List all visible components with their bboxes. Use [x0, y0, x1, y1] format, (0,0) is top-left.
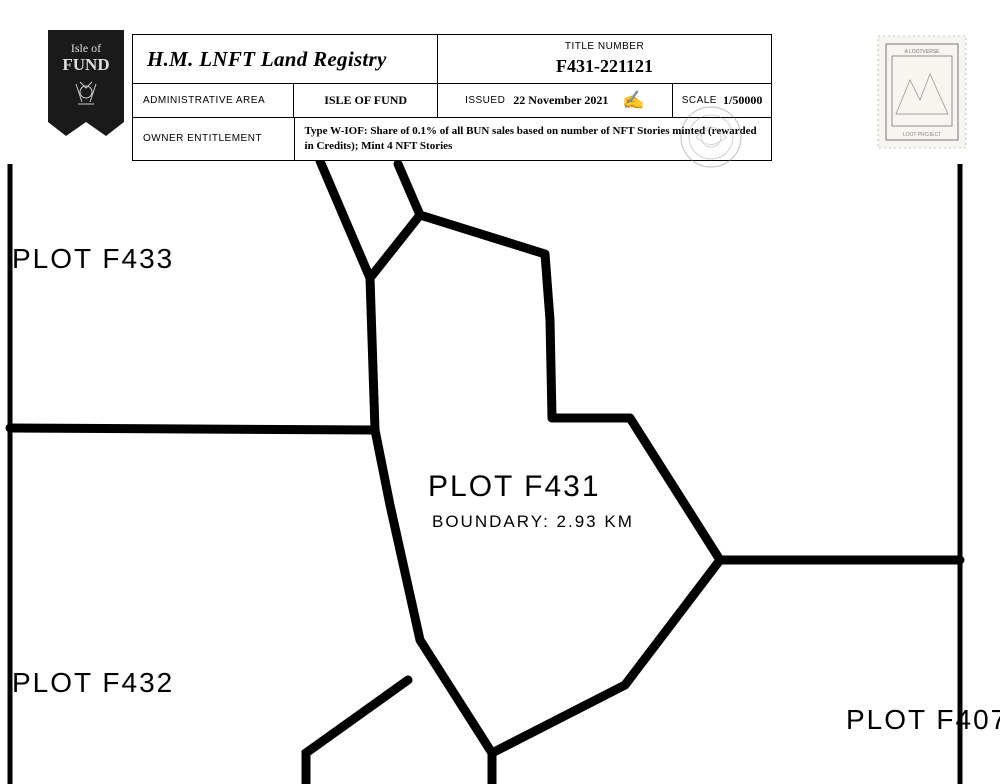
title-card: H.M. LNFT Land Registry TITLE NUMBER F43…: [132, 34, 772, 161]
neighbor-plot-label: PLOT F433: [12, 243, 174, 275]
neighbor-plot-label: PLOT F407: [846, 704, 1000, 736]
postage-stamp-icon: A LOOTVERSE LOOT PROJECT: [876, 34, 968, 150]
isle-of-fund-logo: Isle of FUND: [48, 30, 124, 148]
main-plot-label: PLOT F431: [428, 470, 601, 504]
logo-line1: Isle of: [71, 41, 101, 55]
issued-value: 22 November 2021: [513, 93, 608, 108]
logo-line2: FUND: [62, 55, 109, 74]
registry-brand: H.M. LNFT Land Registry: [147, 47, 423, 72]
seal-icon: [678, 104, 744, 170]
neighbor-plot-label: PLOT F432: [12, 667, 174, 699]
signature-icon: ✍: [622, 90, 644, 111]
stamp-top-text: A LOOTVERSE: [904, 49, 940, 55]
entitlement-label: OWNER ENTITLEMENT: [133, 118, 295, 160]
title-number-label: TITLE NUMBER: [565, 41, 644, 52]
admin-area-label: ADMINISTRATIVE AREA: [133, 84, 294, 117]
issued-label: ISSUED: [465, 95, 505, 106]
boundary-label: BOUNDARY: 2.93 KM: [432, 512, 634, 532]
admin-area-value: ISLE OF FUND: [294, 84, 437, 117]
title-number-value: F431-221121: [556, 56, 653, 77]
stamp-side-text: LOOT PROJECT: [903, 132, 941, 138]
